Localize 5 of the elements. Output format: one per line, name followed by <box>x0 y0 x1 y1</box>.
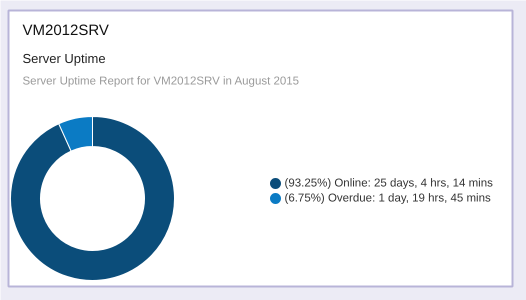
legend-label: (93.25%) Online: 25 days, 4 hrs, 14 mins <box>284 178 494 190</box>
text: Server Uptime Report for VM2012SRV in August 2015 <box>22 76 300 88</box>
chart-title: VM2012SRV <box>22 22 109 39</box>
chart-subtitle: Server Uptime <box>22 51 106 66</box>
legend-label: (6.75%) Overdue: 1 day, 19 hrs, 45 mins <box>284 192 491 204</box>
